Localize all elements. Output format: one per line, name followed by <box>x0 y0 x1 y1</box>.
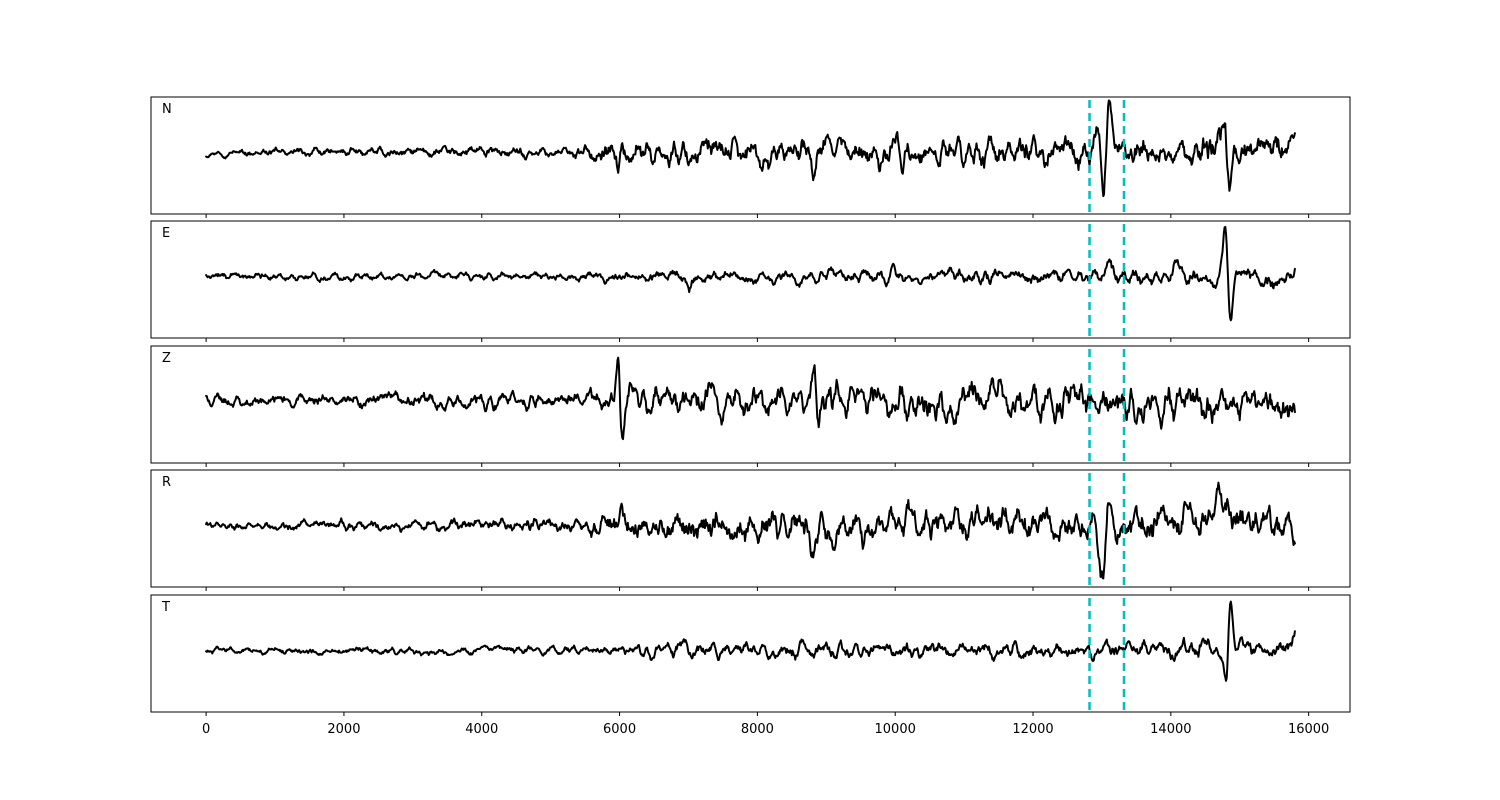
waveform-t <box>205 600 1296 682</box>
x-tick-label: 0 <box>202 722 210 737</box>
panel-label-e: E <box>162 226 170 241</box>
x-tick-label: 14000 <box>1150 722 1191 737</box>
panel-e: E <box>150 220 1351 342</box>
x-tick-label: 16000 <box>1288 722 1329 737</box>
x-tick-label: 8000 <box>741 722 774 737</box>
panel-frame <box>150 220 1351 339</box>
waveform-n <box>205 99 1296 198</box>
panel-n: N <box>150 96 1351 218</box>
x-tick-label: 10000 <box>875 722 916 737</box>
x-tick-label: 12000 <box>1012 722 1053 737</box>
panel-label-z: Z <box>162 351 171 366</box>
trace-panels: N E Z R T <box>150 96 1351 716</box>
panel-frame <box>150 469 1351 588</box>
panel-t: T <box>150 594 1351 716</box>
x-tick-label: 2000 <box>327 722 360 737</box>
x-tick-label: 6000 <box>603 722 636 737</box>
x-tick-label: 4000 <box>465 722 498 737</box>
panel-frame <box>150 594 1351 713</box>
panel-label-r: R <box>162 475 171 490</box>
waveform-e <box>205 225 1296 322</box>
panel-r: R <box>150 469 1351 591</box>
panel-frame <box>150 345 1351 464</box>
waveform-r <box>205 481 1296 580</box>
panel-label-n: N <box>162 102 172 117</box>
panel-label-t: T <box>161 600 170 615</box>
panel-frame <box>150 96 1351 215</box>
waveform-z <box>205 356 1296 441</box>
x-axis: 0 2000 4000 6000 8000 10000 12000 14000 16000 <box>202 722 1329 737</box>
panel-z: Z <box>150 345 1351 467</box>
